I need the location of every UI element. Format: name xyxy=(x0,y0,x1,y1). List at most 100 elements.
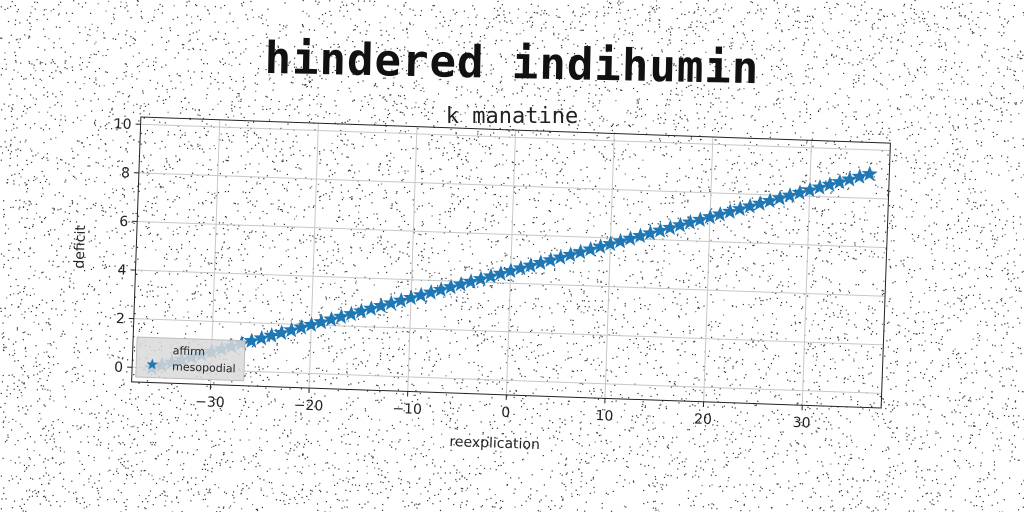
data-point-star xyxy=(791,184,808,200)
x-tick-label: 10 xyxy=(595,408,613,425)
data-point-star xyxy=(313,313,330,330)
x-grid-line xyxy=(308,123,319,389)
data-point-star xyxy=(353,302,370,319)
data-point-star xyxy=(751,195,769,211)
data-point-star xyxy=(552,249,569,265)
scatter-chart: −30 −20 −10 0 10 20 30 0 2 4 6 8 10 reexplication de… xyxy=(72,116,891,453)
x-tick-label: 30 xyxy=(792,415,810,432)
plot-area: −30 −20 −10 0 10 20 30 0 2 4 6 8 10 reexplication de… xyxy=(72,116,891,453)
data-point-star xyxy=(333,308,350,324)
data-point-star xyxy=(303,316,320,332)
legend-box xyxy=(135,336,246,382)
grid xyxy=(132,119,891,406)
y-tick-label: 4 xyxy=(117,262,127,278)
data-point-star xyxy=(482,267,499,284)
x-tick-label: −30 xyxy=(195,394,225,411)
y-tick-label: 6 xyxy=(119,214,129,230)
data-point-star xyxy=(323,310,340,327)
data-point-star xyxy=(562,246,579,262)
data-point-star xyxy=(642,224,659,241)
x-grid-line xyxy=(407,126,418,392)
data-point-star xyxy=(692,211,709,227)
data-point-star xyxy=(283,321,300,338)
data-point-star xyxy=(811,179,828,195)
data-point-star xyxy=(622,230,639,246)
data-point-star xyxy=(702,208,719,225)
data-point-star xyxy=(572,243,589,260)
data-point-star xyxy=(393,292,410,308)
x-tick-label: 0 xyxy=(501,405,510,421)
x-grid-line xyxy=(801,140,812,406)
x-grid-line xyxy=(505,130,517,395)
data-point-star xyxy=(771,189,789,206)
legend-label-affirm: affirm xyxy=(172,344,205,358)
data-point-star xyxy=(831,173,848,190)
data-point-star xyxy=(273,324,290,340)
y-tick-label: 10 xyxy=(113,116,131,133)
data-point-star xyxy=(841,170,858,187)
data-point-star xyxy=(861,165,878,182)
data-point-star xyxy=(343,305,360,322)
y-grid-line xyxy=(132,366,882,394)
data-point-star xyxy=(363,300,380,316)
data-point-star xyxy=(472,270,489,287)
y-tick-label: 2 xyxy=(116,311,125,327)
data-point-star xyxy=(682,214,699,230)
data-point-star xyxy=(851,168,868,184)
data-point-star xyxy=(741,197,759,214)
y-grid-line xyxy=(133,318,884,346)
data-point-star xyxy=(712,205,729,222)
legend: affirm mesopodial xyxy=(135,336,246,382)
data-point-star xyxy=(602,235,619,252)
y-grid-line xyxy=(138,172,889,200)
data-point-star xyxy=(263,327,280,343)
data-point-star xyxy=(801,181,818,198)
data-point-star xyxy=(522,257,539,273)
data-point-star xyxy=(462,273,479,289)
x-axis-label: reexplication xyxy=(449,434,540,453)
data-point-star xyxy=(761,192,779,209)
data-point-star xyxy=(253,329,270,346)
data-point-star xyxy=(652,222,669,238)
data-point-star xyxy=(293,319,310,335)
legend-star-icon xyxy=(146,358,158,370)
data-point-star xyxy=(821,176,838,192)
data-point-star xyxy=(432,281,450,297)
data-point-star xyxy=(512,259,529,276)
data-points xyxy=(143,165,878,375)
y-grid-line xyxy=(137,220,887,249)
data-point-star xyxy=(632,227,649,244)
data-point-star xyxy=(722,203,739,219)
y-grid-line xyxy=(140,123,891,151)
x-tick-label: −10 xyxy=(392,401,422,418)
x-tick-label: 20 xyxy=(694,411,712,428)
data-point-star xyxy=(672,216,689,233)
x-grid-line xyxy=(703,136,714,402)
data-point-star xyxy=(452,275,470,292)
data-point-star xyxy=(781,187,798,203)
data-point-star xyxy=(542,251,559,268)
data-point-star xyxy=(582,240,599,257)
data-point-star xyxy=(662,219,679,235)
chart-subtitle: k manatine xyxy=(445,104,579,129)
data-point-star xyxy=(422,284,440,300)
data-point-star xyxy=(412,286,430,303)
y-tick-label: 8 xyxy=(121,165,130,181)
data-point-star xyxy=(383,294,400,311)
y-tick-label: 0 xyxy=(114,360,123,376)
x-tick-label: −20 xyxy=(293,398,323,415)
y-axis-label: deficit xyxy=(72,224,90,268)
data-point-star xyxy=(502,262,519,279)
data-point-star xyxy=(403,289,420,305)
data-point-star xyxy=(243,332,260,349)
x-grid-line xyxy=(604,133,615,399)
axis-ticks: −30 −20 −10 0 10 20 30 0 2 4 6 8 10 xyxy=(113,116,810,432)
data-point-star xyxy=(442,278,460,295)
data-point-star xyxy=(592,238,609,254)
data-point-star xyxy=(612,232,629,249)
data-point-star xyxy=(731,200,749,217)
data-point-star xyxy=(373,297,390,314)
data-point-star xyxy=(532,254,549,270)
y-grid-line xyxy=(135,269,886,297)
